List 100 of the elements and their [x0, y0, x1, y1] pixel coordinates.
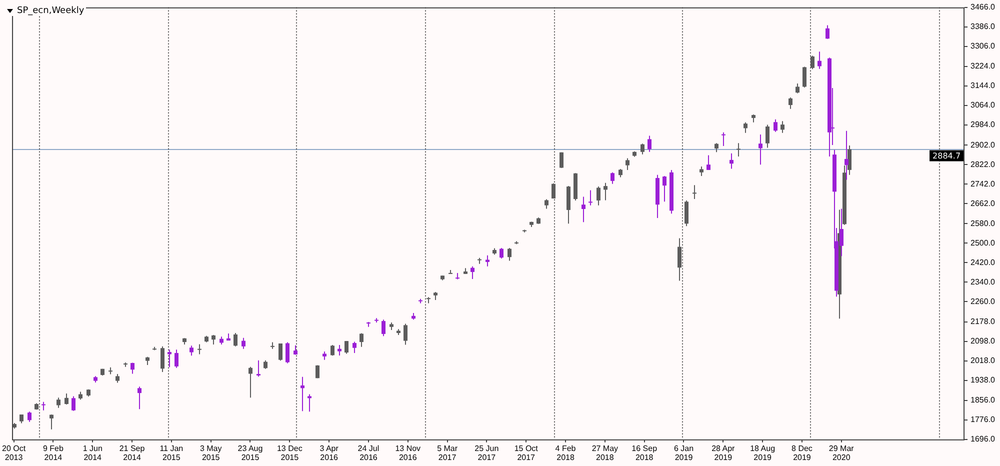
candlestick: [796, 83, 800, 94]
y-tick-label: 2742.0: [970, 179, 996, 188]
y-tick-label: 2580.0: [970, 218, 996, 228]
x-tick-label: 5 Mar 2017: [437, 444, 458, 462]
candlestick: [234, 332, 238, 347]
candlestick: [596, 186, 600, 206]
candlestick: [352, 341, 356, 354]
candlestick: [242, 337, 246, 350]
y-tick-label: 3144.0: [970, 81, 996, 90]
candlestick: [256, 360, 260, 378]
x-tick-label: 3 May 2015: [200, 444, 222, 462]
candlestick: [844, 130, 848, 180]
x-tick-label: 18 Aug 2019: [750, 444, 776, 462]
y-tick-label: 2098.0: [970, 336, 996, 346]
candlestick: [552, 182, 556, 200]
candlestick: [64, 393, 68, 405]
candlestick: [308, 394, 312, 412]
x-tick-label: 29 Mar 2020: [828, 444, 854, 462]
x-tick-label: 21 Sep 2014: [119, 444, 146, 462]
y-tick-label: 1696.0: [970, 434, 996, 444]
candlestick: [286, 342, 290, 364]
ref-line-label: 2884.7: [932, 151, 961, 160]
candlestick: [730, 152, 734, 170]
y-tick-label: 1938.0: [970, 376, 996, 385]
x-tick-label: 27 May 2018: [592, 444, 618, 462]
candlestick: [582, 196, 586, 223]
candlestick: [722, 132, 726, 147]
x-tick-label: 28 Apr 2019: [712, 444, 736, 462]
candlestick: [744, 122, 748, 134]
candlestick: [56, 397, 60, 408]
candlestick: [544, 198, 548, 210]
candlestick: [648, 135, 652, 152]
candlestick: [500, 248, 504, 260]
candlestick: [190, 345, 194, 356]
y-tick-label: 2260.0: [970, 296, 996, 306]
candlestick: [706, 154, 710, 170]
candlestick: [640, 143, 644, 155]
candlestick: [736, 142, 740, 158]
y-tick-label: 2340.0: [970, 277, 996, 286]
candlestick: [626, 158, 630, 170]
candlestick: [278, 342, 282, 362]
candlestick: [766, 124, 770, 148]
candlestick: [174, 349, 178, 368]
candlestick: [160, 346, 164, 373]
y-tick-label: 3386.0: [970, 22, 996, 32]
candlestick: [382, 319, 386, 337]
y-tick-label: 2018.0: [970, 356, 996, 366]
candlestick: [692, 184, 696, 200]
candlestick: [470, 266, 474, 280]
x-tick-label: 20 Oct 2013: [2, 444, 26, 462]
y-tick-label: 2178.0: [970, 316, 996, 326]
candlestick: [802, 66, 806, 88]
y-tick-label: 3064.0: [970, 100, 996, 110]
candlestick: [566, 186, 570, 224]
candlestick: [508, 248, 512, 262]
x-tick-label: 23 Aug 2015: [238, 444, 263, 462]
candlestick: [818, 51, 822, 70]
candlestick: [684, 200, 688, 227]
candlestick: [714, 142, 718, 153]
candlestick: [780, 120, 784, 134]
candlestick: [486, 254, 490, 267]
x-tick-label: 3 Apr 2016: [320, 444, 339, 462]
x-tick-label: 4 Feb 2018: [555, 444, 576, 462]
candlestick: [316, 364, 320, 379]
x-tick-label: 15 Oct 2017: [514, 444, 539, 462]
candlestick: [810, 55, 814, 70]
x-tick-label: 25 Jun 2017: [474, 444, 499, 462]
candlestick: [338, 344, 342, 356]
y-tick-label: 3306.0: [970, 42, 996, 51]
candlestick: [404, 323, 408, 346]
y-tick-label: 2902.0: [970, 140, 996, 150]
y-tick-label: 3466.0: [970, 2, 996, 12]
candlestick: [50, 414, 54, 430]
candlestick: [604, 182, 608, 201]
x-tick-label: 1 Jun 2014: [82, 444, 102, 462]
y-tick-label: 1856.0: [970, 396, 996, 405]
candlestick: [848, 145, 852, 176]
candlestick: [662, 176, 666, 202]
x-tick-label: 16 Sep 2018: [632, 444, 658, 462]
candlestick: [198, 344, 202, 355]
x-tick-label: 9 Feb 2014: [42, 444, 64, 462]
x-tick-label: 13 Nov 2016: [395, 444, 421, 462]
candlestick: [168, 349, 172, 368]
candlestick: [700, 166, 704, 177]
y-tick-label: 2662.0: [970, 198, 996, 208]
candlestick: [610, 172, 614, 184]
candlestick: [72, 396, 76, 412]
y-tick-label: 2984.0: [970, 120, 996, 130]
candlestick: [28, 411, 32, 422]
candlestick: [330, 344, 334, 356]
y-tick-label: 2420.0: [970, 258, 996, 267]
candlestick: [826, 24, 830, 40]
candlestick: [758, 134, 762, 166]
candlestick: [678, 238, 682, 282]
candlestick: [360, 332, 364, 348]
x-tick-label: 6 Jan 2019: [674, 444, 694, 462]
x-tick-label: 11 Jan 2015: [160, 444, 184, 462]
candlestick: [788, 96, 792, 110]
x-tick-label: 13 Dec 2015: [276, 444, 302, 462]
candlestick: [138, 386, 142, 410]
